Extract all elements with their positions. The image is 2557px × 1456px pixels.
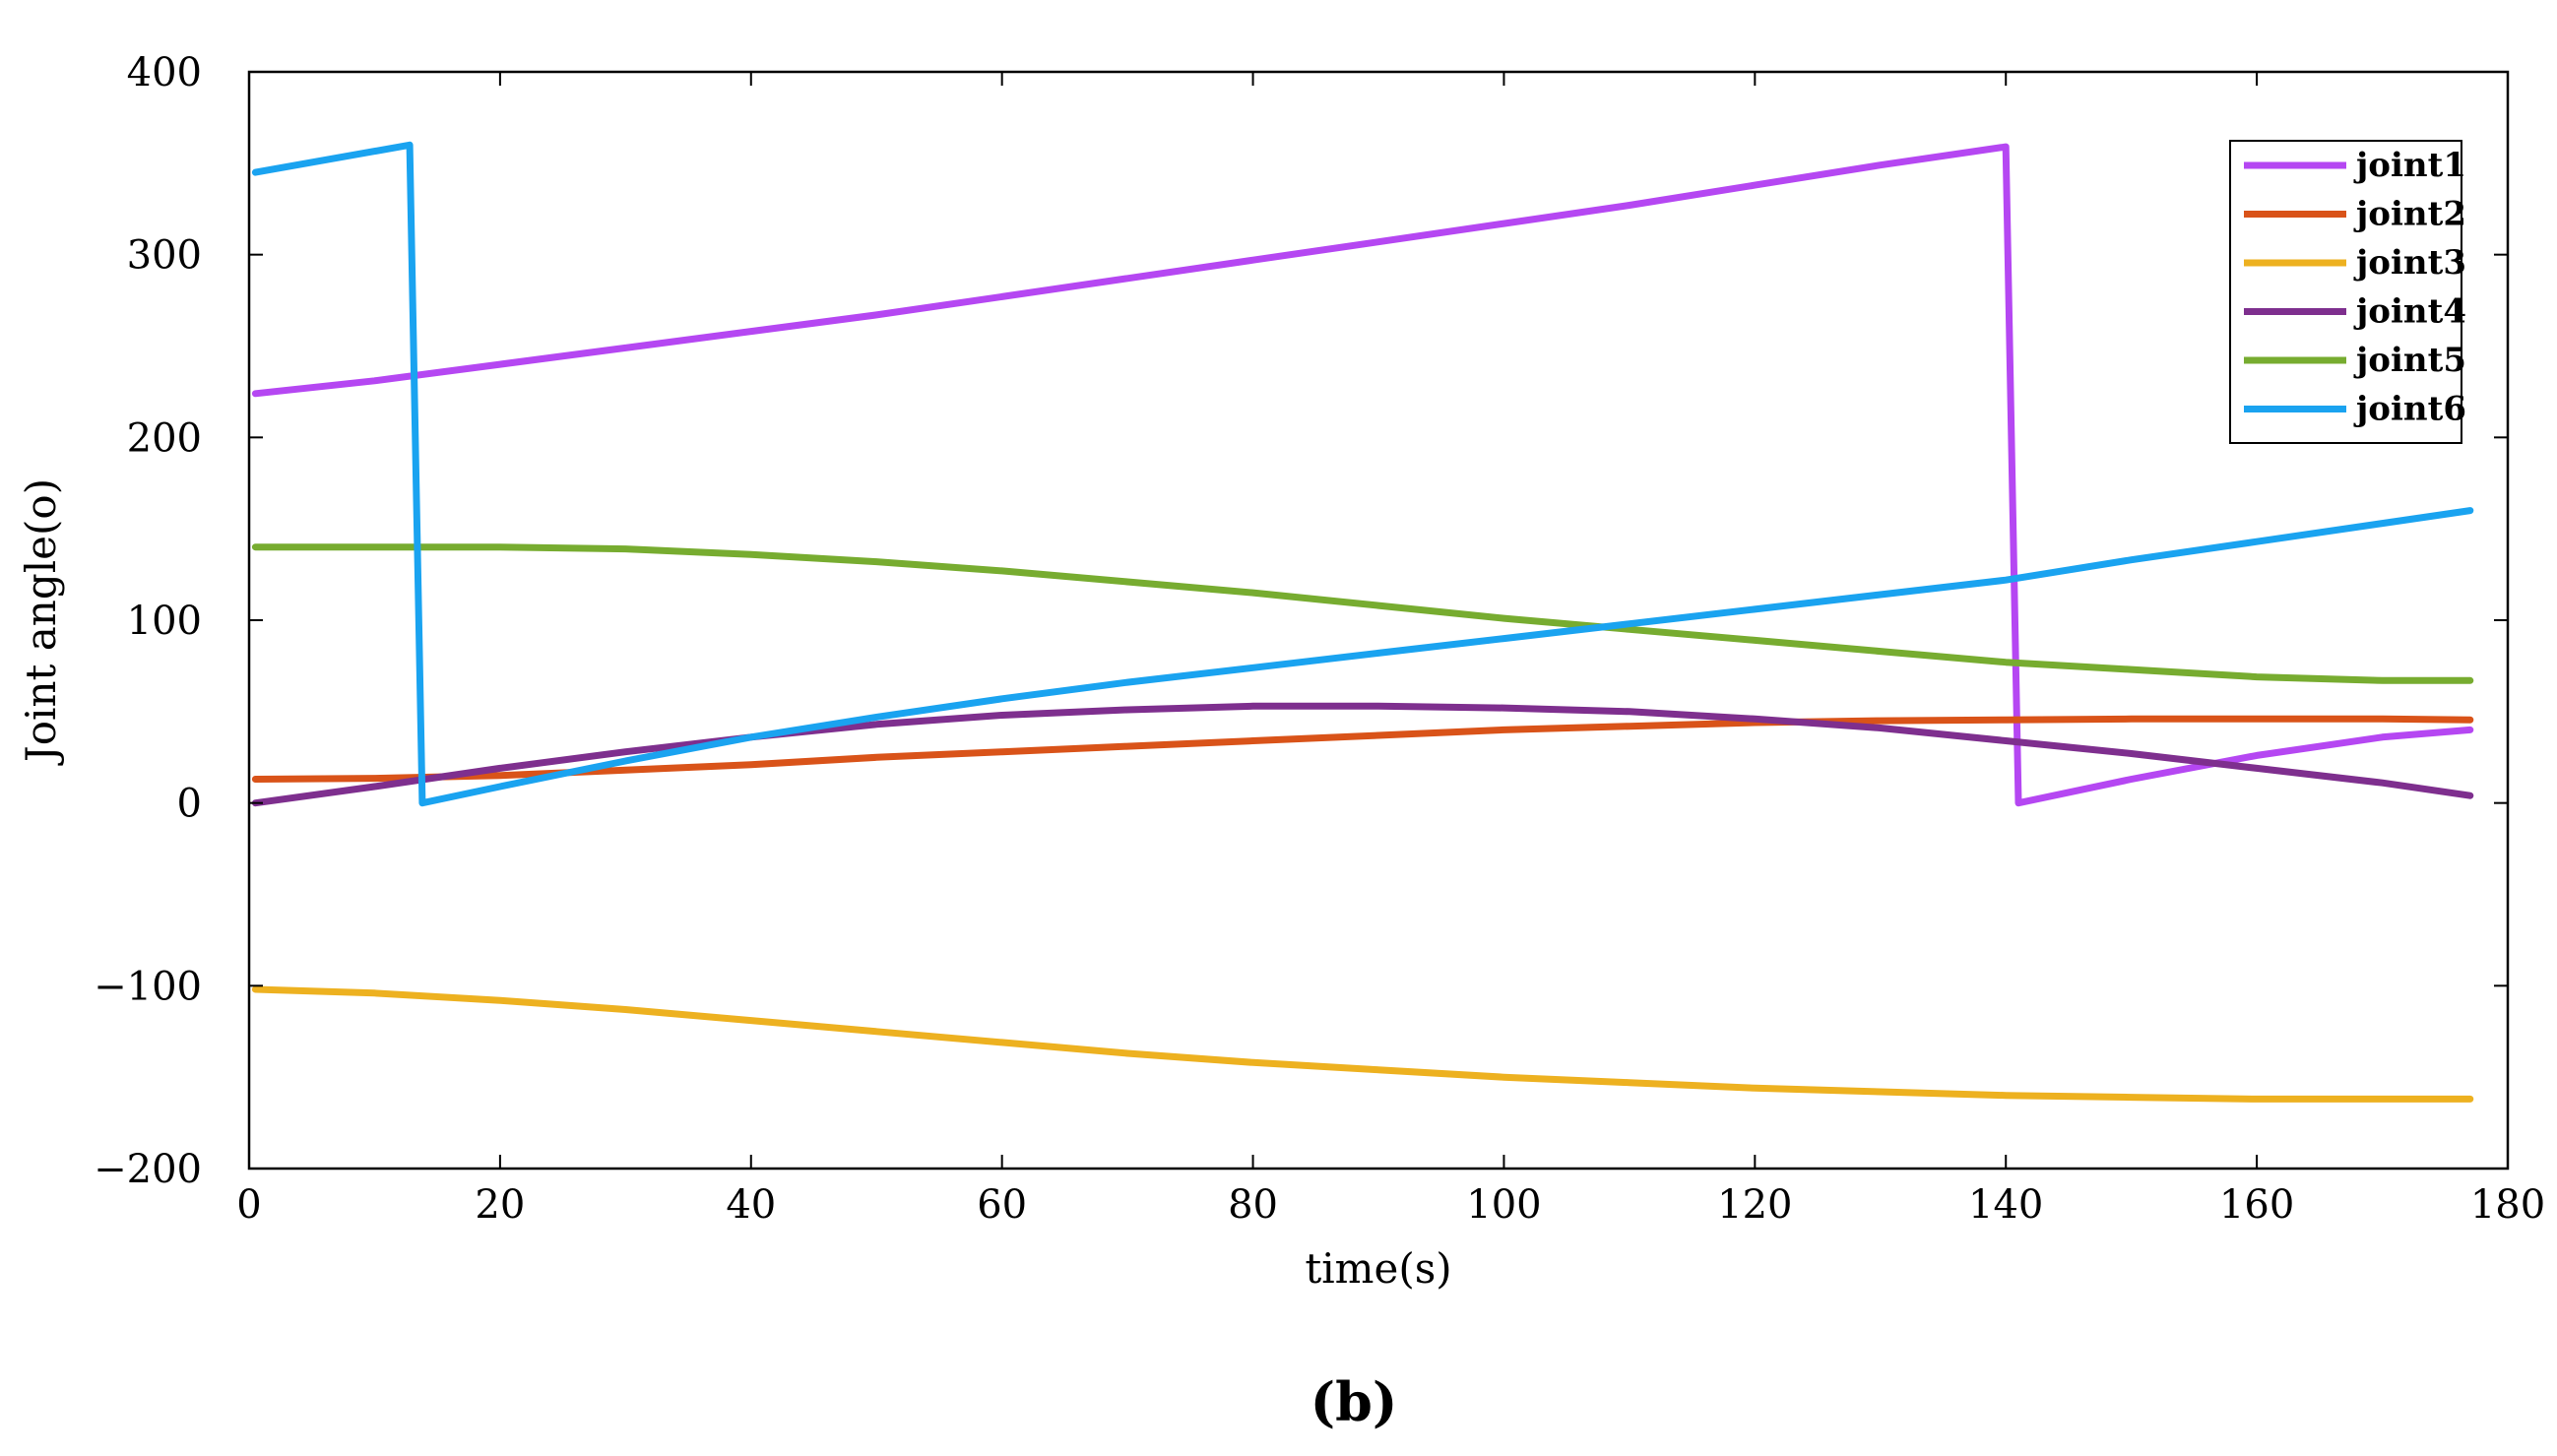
legend-label-joint4: joint4: [2353, 292, 2466, 332]
y-tick-label: 300: [127, 233, 202, 279]
legend-label-joint2: joint2: [2353, 195, 2466, 234]
y-tick-label: −100: [94, 964, 202, 1009]
y-tick-label: −200: [94, 1147, 202, 1192]
series-line-joint3: [251, 985, 2474, 1103]
legend-box: [2229, 140, 2462, 444]
series-line-joint6: [251, 141, 2474, 807]
legend-label-joint1: joint1: [2353, 146, 2466, 185]
series-line-joint5: [251, 543, 2474, 684]
x-tick-label: 140: [1968, 1182, 2043, 1228]
figure-caption: (b): [1310, 1370, 1398, 1433]
x-tick-label: 60: [977, 1182, 1027, 1228]
x-tick-label: 160: [2219, 1182, 2294, 1228]
series-line-joint1: [251, 143, 2474, 807]
legend-label-joint5: joint5: [2353, 341, 2466, 380]
x-tick-label: 20: [475, 1182, 525, 1228]
axis-ticks: [248, 71, 2509, 1170]
y-tick-label: 400: [127, 50, 202, 95]
y-axis-title: Joint angle(o): [17, 478, 65, 766]
x-tick-label: 40: [726, 1182, 776, 1228]
y-tick-label: 200: [127, 415, 202, 461]
legend: joint1 joint2 joint3 joint4 joint5 joint6: [2229, 140, 2466, 444]
x-tick-label: 120: [1717, 1182, 1792, 1228]
y-tick-label: 0: [177, 782, 202, 827]
series-line-joint4: [251, 702, 2474, 807]
x-tick-label: 100: [1466, 1182, 1541, 1228]
x-tick-label: 80: [1228, 1182, 1278, 1228]
x-tick-label: 180: [2470, 1182, 2545, 1228]
tick-labels: 0 20 40 60 80 100 120 140 160 180 −200 −100 0 100 200 3…: [94, 50, 2545, 1228]
series-line-joint2: [251, 715, 2474, 783]
x-axis-title: time(s): [1305, 1244, 1451, 1293]
x-tick-label: 0: [236, 1182, 261, 1228]
legend-label-joint6: joint6: [2353, 390, 2466, 429]
y-tick-label: 100: [127, 599, 202, 644]
plot-lines: [251, 141, 2474, 1103]
legend-label-joint3: joint3: [2353, 243, 2466, 283]
